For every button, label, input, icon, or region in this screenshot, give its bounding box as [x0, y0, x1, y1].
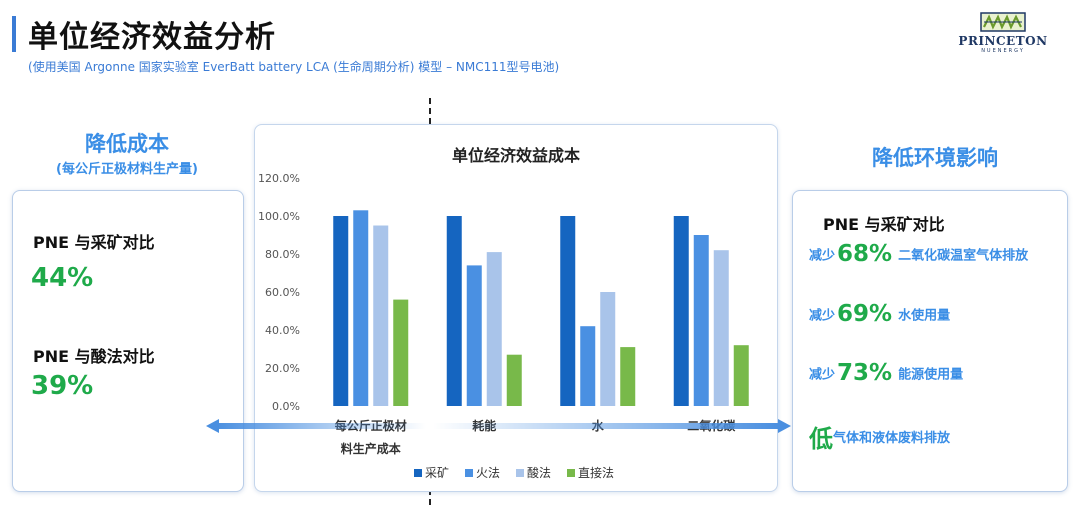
bar: [393, 299, 409, 406]
logo-mark-icon: [980, 12, 1026, 32]
reduction-text: 二氧化碳温室气体排放: [898, 248, 1029, 264]
left-heading: 降低成本: [85, 132, 169, 156]
legend-label: 火法: [476, 466, 500, 480]
bar: [353, 210, 369, 406]
chart-title: 单位经济效益成本: [452, 146, 581, 165]
bar: [333, 216, 349, 406]
right-heading: 降低环境影响: [872, 146, 998, 170]
y-tick-label: 100.0%: [258, 210, 300, 223]
reduction-row-energy: 减少73% 能源使用量: [809, 360, 963, 386]
reduction-row-co2: 减少68% 二氧化碳温室气体排放: [809, 241, 1028, 267]
bar: [620, 347, 636, 406]
bar: [693, 235, 709, 406]
bar: [733, 345, 749, 406]
comparison-value-acid: 39%: [31, 371, 94, 401]
y-tick-label: 0.0%: [272, 400, 300, 413]
page-subtitle: (使用美国 Argonne 国家实验室 EverBatt battery LCA…: [28, 60, 560, 74]
environment-card: PNE 与采矿对比 减少68% 二氧化碳温室气体排放 减少69% 水使用量 减少73…: [792, 190, 1068, 492]
low-label: 低: [809, 425, 833, 453]
bar: [580, 326, 596, 406]
y-tick-label: 80.0%: [265, 248, 300, 261]
bar: [373, 225, 389, 406]
legend-swatch: [414, 469, 422, 477]
reduction-row-water: 减少69% 水使用量: [809, 301, 950, 327]
bar: [446, 216, 462, 406]
environment-comparison-label: PNE 与采矿对比: [823, 215, 945, 234]
y-tick-label: 120.0%: [258, 172, 300, 185]
reduction-prefix: 减少: [809, 308, 836, 324]
bar: [713, 250, 729, 406]
category-label: 料生产成本: [341, 441, 401, 456]
legend-swatch: [516, 469, 524, 477]
cost-reduction-card: PNE 与采矿对比 44% PNE 与酸法对比 39%: [12, 190, 244, 492]
left-arrow-icon: [206, 419, 426, 433]
y-tick-label: 40.0%: [265, 324, 300, 337]
reduction-pct: 69%: [837, 301, 893, 327]
legend-swatch: [567, 469, 575, 477]
y-tick-label: 60.0%: [265, 286, 300, 299]
bar-chart: 0.0%20.0%40.0%60.0%80.0%100.0%120.0%每公斤正…: [258, 172, 749, 480]
reduction-pct: 73%: [837, 360, 893, 386]
comparison-label-mining: PNE 与采矿对比: [33, 233, 155, 252]
logo-name: PRINCETON: [958, 34, 1048, 48]
reduction-prefix: 减少: [809, 248, 836, 264]
bar: [506, 354, 522, 406]
legend-label: 直接法: [578, 465, 614, 480]
bar: [560, 216, 576, 406]
low-waste-row: 低气体和液体废料排放: [809, 419, 950, 454]
right-arrow-icon: [433, 419, 791, 433]
reduction-pct: 68%: [837, 241, 893, 267]
page-title: 单位经济效益分析: [28, 20, 276, 55]
reduction-text: 水使用量: [898, 308, 951, 324]
legend-swatch: [465, 469, 473, 477]
bar: [600, 292, 616, 406]
reduction-text: 能源使用量: [898, 367, 964, 383]
bar: [673, 216, 689, 406]
legend-label: 酸法: [527, 465, 551, 480]
low-waste-text: 气体和液体废料排放: [833, 431, 951, 446]
logo-subname: NUENERGY: [981, 48, 1025, 54]
y-tick-label: 20.0%: [265, 362, 300, 375]
legend-label: 采矿: [425, 466, 449, 480]
company-logo: PRINCETON NUENERGY: [958, 12, 1048, 62]
reduction-prefix: 减少: [809, 367, 836, 383]
left-subheading: (每公斤正极材料生产量): [56, 162, 198, 177]
comparison-label-acid: PNE 与酸法对比: [33, 347, 155, 366]
bar: [466, 265, 482, 406]
bar: [486, 252, 502, 406]
comparison-value-mining: 44%: [31, 263, 94, 293]
title-accent-bar: [12, 16, 16, 52]
